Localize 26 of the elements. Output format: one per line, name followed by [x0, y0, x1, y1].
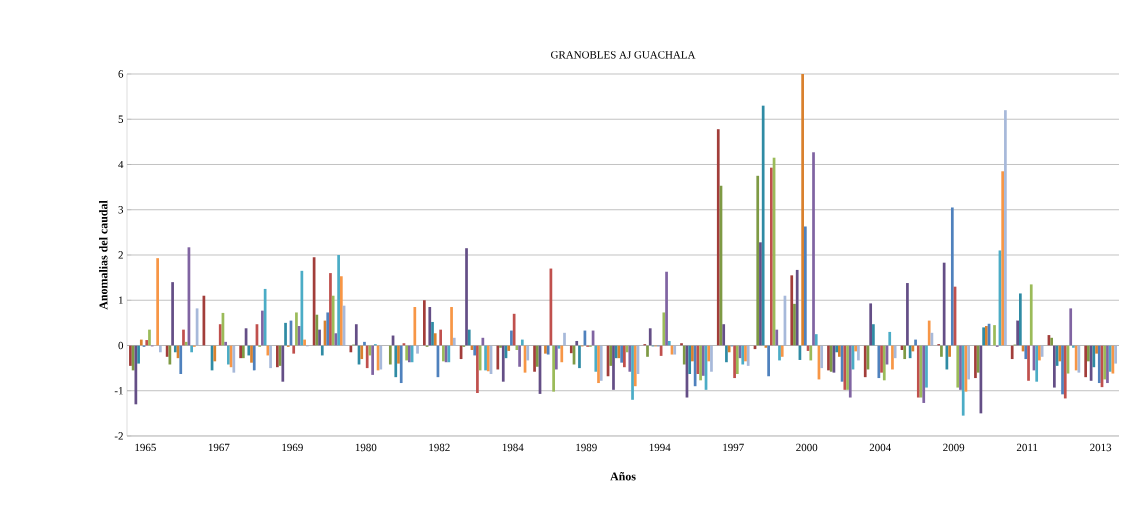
- y-tick-label: -2: [114, 432, 123, 440]
- x-tick-label: 1980: [355, 443, 377, 452]
- y-tick-label: 2: [118, 251, 123, 259]
- x-tick-label: 2011: [1016, 443, 1038, 452]
- x-tick-label: 2004: [869, 443, 891, 452]
- x-tick-label: 1997: [723, 443, 744, 452]
- y-tick-label: 5: [118, 115, 124, 123]
- x-tick-label: 1969: [282, 443, 303, 452]
- x-tick-label: 1967: [208, 443, 230, 452]
- x-tick-label: 1994: [649, 443, 671, 452]
- y-axis-title: Anomalias del caudal: [99, 200, 108, 310]
- x-tick-label: 1989: [576, 443, 597, 452]
- y-tick-label: 3: [118, 206, 124, 214]
- x-axis-title: Años: [610, 471, 636, 481]
- chart-title: GRANOBLES AJ GUACHALA: [551, 51, 696, 59]
- x-tick-label: 1965: [135, 443, 156, 452]
- y-tick-label: 1: [118, 296, 123, 304]
- x-tick-label: 1982: [429, 443, 450, 452]
- x-tick-label: 2009: [943, 443, 965, 452]
- x-tick-label: 2000: [796, 443, 818, 452]
- x-tick-label: 1984: [502, 443, 524, 452]
- x-tick-label: 2013: [1090, 443, 1112, 452]
- y-tick-label: -1: [114, 387, 123, 395]
- y-tick-label: 4: [118, 160, 124, 169]
- y-tick-label: 0: [118, 341, 124, 350]
- y-tick-label: 6: [118, 70, 124, 78]
